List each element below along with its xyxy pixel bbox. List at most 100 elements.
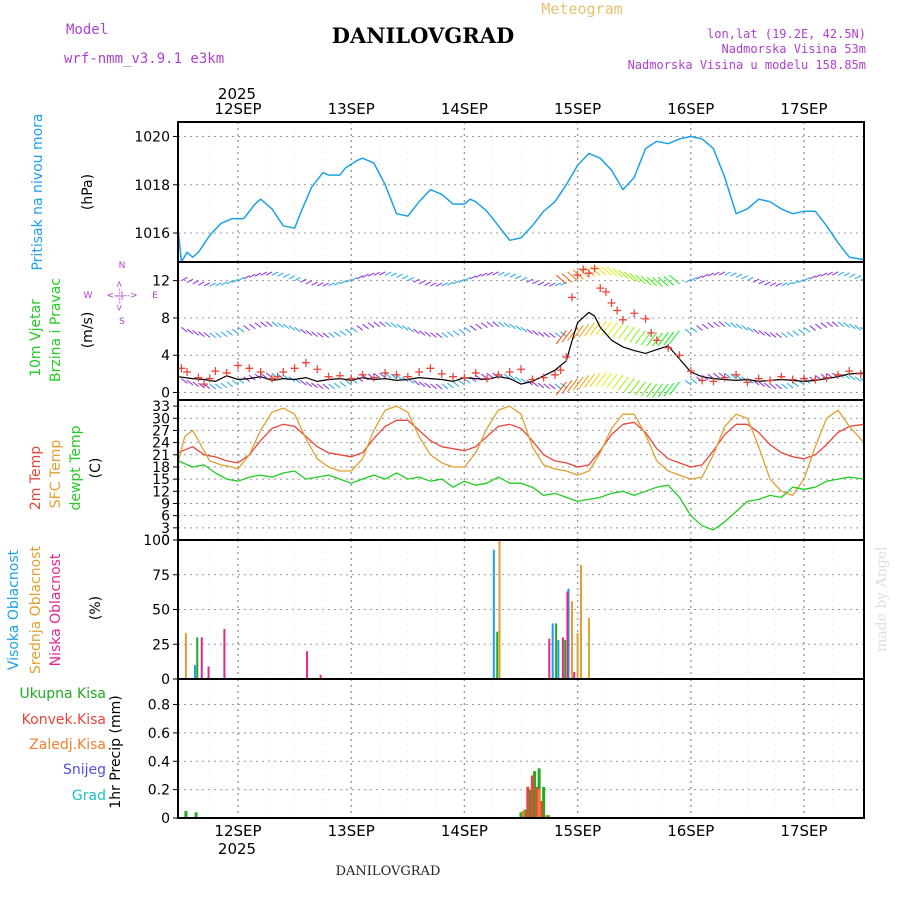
wind-barb xyxy=(418,280,426,285)
wind-barb xyxy=(741,275,748,280)
wind-barb xyxy=(515,325,522,331)
precip-bar xyxy=(519,812,523,818)
wind-barb xyxy=(265,321,273,327)
wind-barb xyxy=(220,382,228,389)
wind-barb xyxy=(713,372,720,379)
wind-barb xyxy=(282,323,290,330)
wind-barb xyxy=(509,323,516,330)
wind-barb xyxy=(515,275,522,280)
wind-barb xyxy=(316,383,324,390)
wind-barb xyxy=(764,331,771,337)
wind-gust-marker xyxy=(675,351,684,360)
wind-barb xyxy=(396,323,403,330)
wind-barb xyxy=(192,381,200,388)
wind-barb xyxy=(635,381,646,396)
wind-barb xyxy=(764,281,771,286)
wind-barb xyxy=(464,378,471,384)
wind-barb xyxy=(567,271,578,282)
wind-barb xyxy=(854,376,862,382)
wind-barb xyxy=(328,332,335,338)
wind-barb xyxy=(367,272,375,277)
wind-barb xyxy=(294,326,301,333)
date-label-bottom: 17SEP xyxy=(780,822,827,840)
wind-barb xyxy=(606,266,618,277)
wind-barb xyxy=(413,278,420,283)
wind-barb xyxy=(328,282,335,287)
y-tick-label: 0.4 xyxy=(148,754,170,770)
wind-barb xyxy=(430,332,437,338)
compass-west: W xyxy=(84,291,93,301)
wind-barb xyxy=(526,278,533,283)
wind-barb xyxy=(775,332,783,339)
precip-bar xyxy=(528,789,532,818)
wind-barb xyxy=(554,282,562,287)
y-tick-label: 8 xyxy=(161,311,170,327)
wind-barb xyxy=(629,273,641,283)
panel-4: 0 25 50 75 100 xyxy=(143,533,864,688)
cloud-bar xyxy=(207,666,210,679)
wind-barb xyxy=(345,278,352,283)
wind-barb xyxy=(548,383,556,390)
y-tick-label: 12 xyxy=(152,484,170,500)
y-tick-label: 6 xyxy=(161,509,170,525)
temp-dewpt-line xyxy=(177,460,865,531)
wind-barb xyxy=(669,381,680,396)
wind-barb xyxy=(786,281,794,286)
wind-gust-marker xyxy=(301,358,310,367)
wind-barb xyxy=(837,271,845,276)
temp-dewpt-label: dewpt Temp xyxy=(68,425,84,510)
wind-barb xyxy=(305,280,313,285)
pressure-unit: (hPa) xyxy=(80,174,96,210)
wind-barb xyxy=(458,379,466,386)
wind-gust-marker xyxy=(664,343,673,352)
wind-barb xyxy=(198,331,205,337)
wind-barb xyxy=(498,271,505,276)
wind-barb xyxy=(356,325,364,331)
wind-gust-marker xyxy=(630,309,639,318)
wind-barb xyxy=(384,372,392,379)
wind-barb xyxy=(407,326,415,333)
wind-barb xyxy=(469,325,477,331)
panel-frame xyxy=(177,678,865,819)
wind-gust-marker xyxy=(556,366,565,375)
wind-barb xyxy=(339,280,347,285)
wind-barb xyxy=(226,280,233,285)
wind-barb xyxy=(646,276,658,287)
wind-barb xyxy=(198,281,205,286)
temp-sfc-line xyxy=(177,405,865,497)
wind-barb xyxy=(333,382,341,389)
precip-legend-2: Konvek.Kisa xyxy=(22,712,106,728)
cloud-bar xyxy=(557,640,560,679)
wind-barb xyxy=(815,273,822,278)
wind-barb xyxy=(328,383,335,390)
wind-barb xyxy=(589,372,601,387)
wind-barb xyxy=(601,372,612,387)
wind-barb xyxy=(475,273,482,278)
wind-gust-marker xyxy=(211,367,220,376)
wind-barb xyxy=(549,282,556,287)
wind-barb xyxy=(384,321,392,328)
wind-barb xyxy=(203,282,211,287)
wind-barb xyxy=(515,376,522,382)
wind-barb xyxy=(350,326,358,333)
cloud-bar xyxy=(498,540,501,679)
wind-barb xyxy=(311,281,318,286)
wind-barb xyxy=(532,280,539,285)
cloud-bar xyxy=(548,638,551,679)
wind-barb xyxy=(652,383,663,398)
wind-barb xyxy=(623,271,635,281)
wind-barb xyxy=(718,321,726,327)
wind-barb xyxy=(249,273,256,278)
wind-gust-marker xyxy=(732,370,741,379)
y-tick-label: 75 xyxy=(152,568,170,584)
wind-gust-marker xyxy=(601,287,610,296)
wind-barb xyxy=(435,332,443,339)
precip-bar xyxy=(544,815,548,818)
wind-barb xyxy=(232,379,239,386)
wind-gust-marker xyxy=(200,380,209,389)
wind-barb xyxy=(618,269,629,280)
lonlat-label: lon,lat (19.2E, 42.5N) xyxy=(707,27,866,41)
wind-barb xyxy=(384,271,392,276)
wind-barb xyxy=(283,273,290,278)
